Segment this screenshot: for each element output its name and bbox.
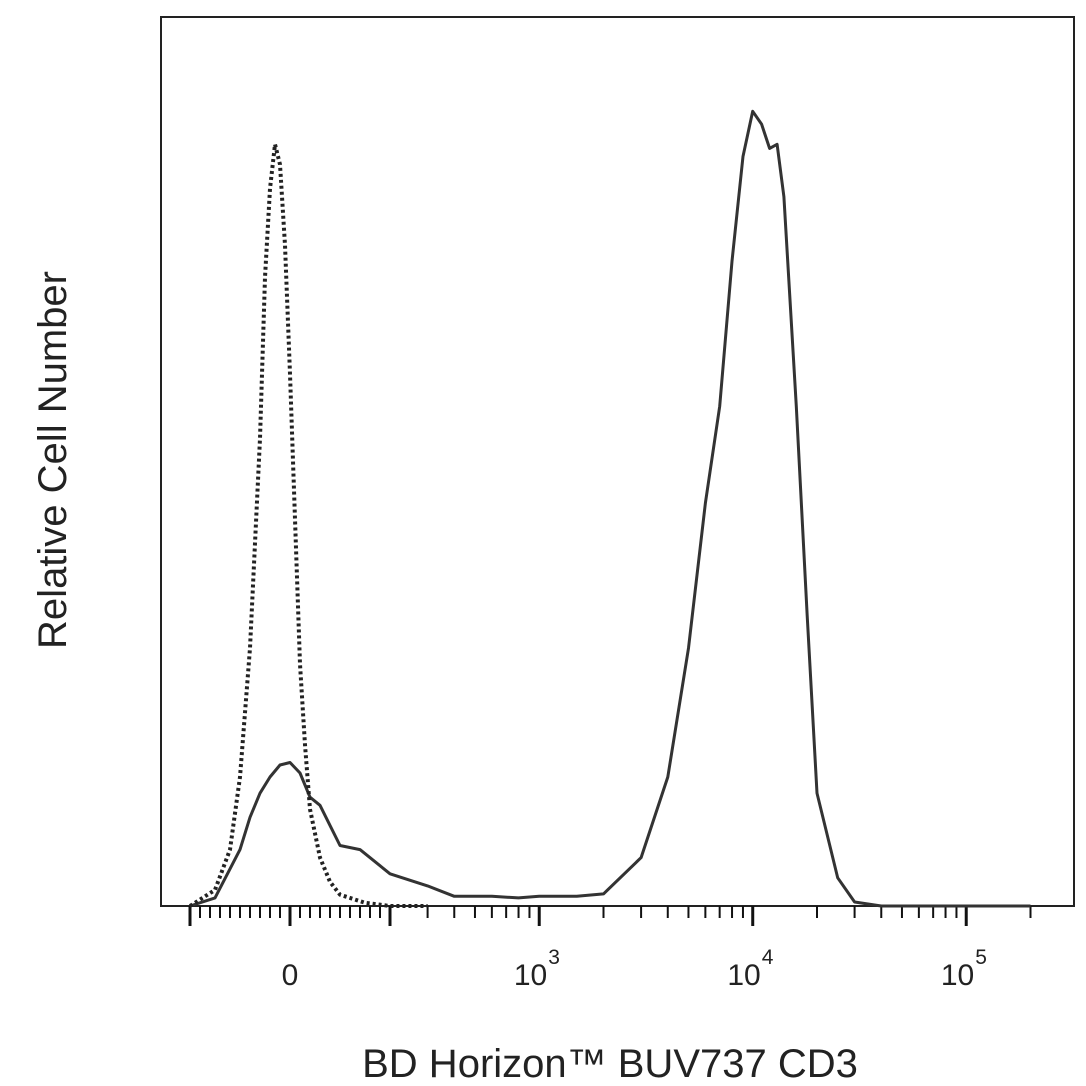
plot-frame (160, 16, 1075, 907)
x-axis-ticks (188, 906, 1032, 926)
x-tick-label: 10 (727, 959, 760, 992)
y-axis-title: Relative Cell Number (31, 271, 75, 649)
histogram-curves (188, 109, 1031, 908)
x-tick-label-exponent: 5 (975, 946, 987, 969)
x-tick-label: 10 (514, 959, 547, 992)
histogram-series-solid (189, 109, 1031, 908)
x-tick-label-exponent: 3 (548, 946, 560, 969)
x-tick-label-exponent: 4 (762, 946, 774, 969)
histogram-series-dotted (188, 142, 428, 908)
x-tick-label: 0 (282, 959, 299, 992)
x-tick-label: 10 (941, 959, 974, 992)
x-axis-title: BD Horizon™ BUV737 CD3 (362, 1042, 858, 1086)
